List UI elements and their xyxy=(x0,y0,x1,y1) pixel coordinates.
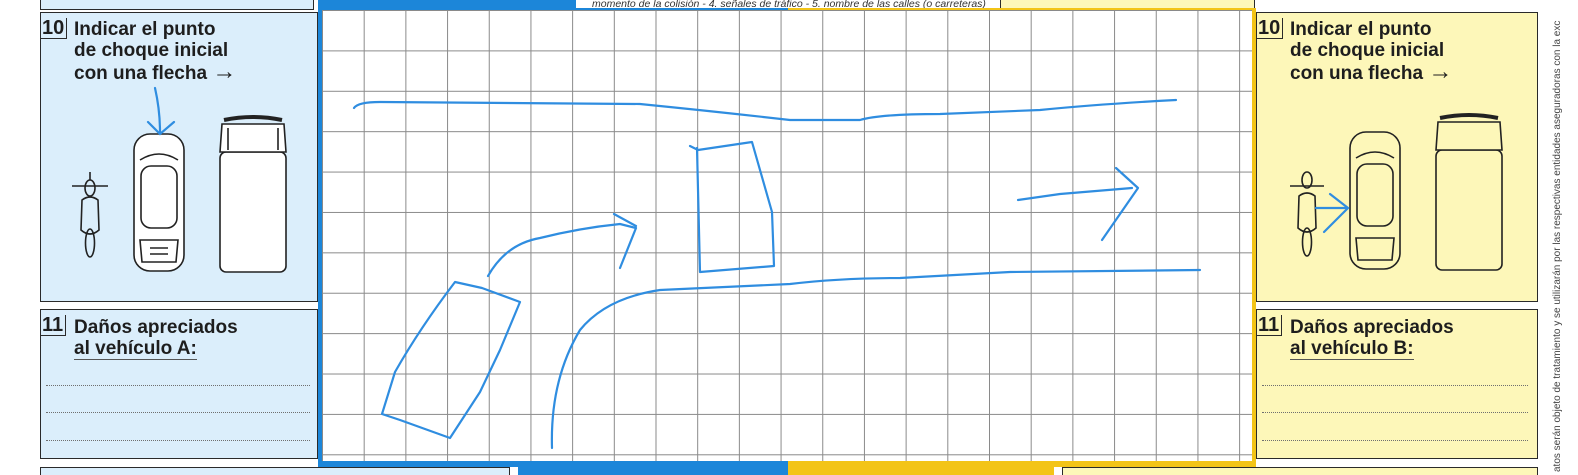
damage-line xyxy=(1262,412,1528,413)
vehicle-b-impact-title: Indicar el punto de choque inicial con u… xyxy=(1290,19,1452,84)
vehicle-a-impact-title: Indicar el punto de choque inicial con u… xyxy=(74,19,236,84)
vehicle-a-sketch xyxy=(380,280,522,440)
handdrawn-arrow-icon xyxy=(146,86,176,136)
top-strip-a xyxy=(40,0,314,10)
damage-line xyxy=(46,440,310,441)
title-line: al vehículo B: xyxy=(1290,338,1414,360)
bottom-strip-b xyxy=(1062,467,1538,475)
title-line: de choque inicial xyxy=(1290,40,1445,61)
arrow-right-icon: → xyxy=(1428,58,1453,85)
bottom-strip-yellow xyxy=(788,467,1054,475)
section-number: 10 xyxy=(1257,18,1284,39)
damage-line xyxy=(46,412,310,413)
sketch-frame-yellow xyxy=(1250,8,1256,467)
title-line: al vehículo A: xyxy=(74,338,197,360)
title-line: Indicar el punto xyxy=(74,19,216,40)
vehicle-a-damage-panel xyxy=(40,309,318,459)
section-number: 11 xyxy=(1257,315,1283,336)
truck-top-view-icon xyxy=(1435,113,1503,271)
damage-line xyxy=(1262,440,1528,441)
title-line: Daños apreciados xyxy=(74,317,238,338)
title-line: Indicar el punto xyxy=(1290,19,1432,40)
title-line: de choque inicial xyxy=(74,40,229,61)
motorcycle-icon xyxy=(72,172,108,258)
section-number: 11 xyxy=(41,315,67,336)
vehicle-a-damage-title: Daños apreciados al vehículo A: xyxy=(74,317,238,360)
car-top-view-icon xyxy=(133,133,185,272)
arrow-right-icon: → xyxy=(212,58,237,85)
vehicle-b-sketch xyxy=(688,140,776,274)
damage-line xyxy=(1262,385,1528,386)
car-top-view-icon xyxy=(1349,131,1401,270)
header-note: momento de la colisión - 4. señales de t… xyxy=(592,0,986,10)
section-number: 10 xyxy=(41,18,68,39)
vehicle-b-damage-title: Daños apreciados al vehículo B: xyxy=(1290,317,1454,360)
title-text: con una flecha xyxy=(74,63,208,84)
title-line: Daños apreciados xyxy=(1290,317,1454,338)
road-edge-bottom xyxy=(550,268,1202,450)
vehicle-a-path-arrow xyxy=(486,222,638,278)
vehicle-b-damage-panel xyxy=(1256,309,1538,459)
motorcycle-icon xyxy=(1290,171,1324,257)
damage-line xyxy=(46,385,310,386)
vehicle-b-path-arrow xyxy=(1016,186,1134,202)
road-edge-top xyxy=(352,98,1178,122)
sketch-frame-bottom-yellow xyxy=(788,461,1256,467)
accident-sketch xyxy=(352,98,1202,450)
title-line: con una flecha → xyxy=(1290,58,1453,85)
sketch-frame-blue xyxy=(318,8,324,467)
truck-top-view-icon xyxy=(219,115,287,273)
bottom-strip-blue xyxy=(518,467,788,475)
bottom-strip-a xyxy=(40,467,510,475)
sketch-frame-bottom-blue xyxy=(318,461,788,467)
title-line: con una flecha → xyxy=(74,58,237,85)
handdrawn-arrow-icon xyxy=(1314,192,1350,234)
sketch-grid[interactable] xyxy=(322,10,1252,463)
title-text: con una flecha xyxy=(1290,63,1424,84)
